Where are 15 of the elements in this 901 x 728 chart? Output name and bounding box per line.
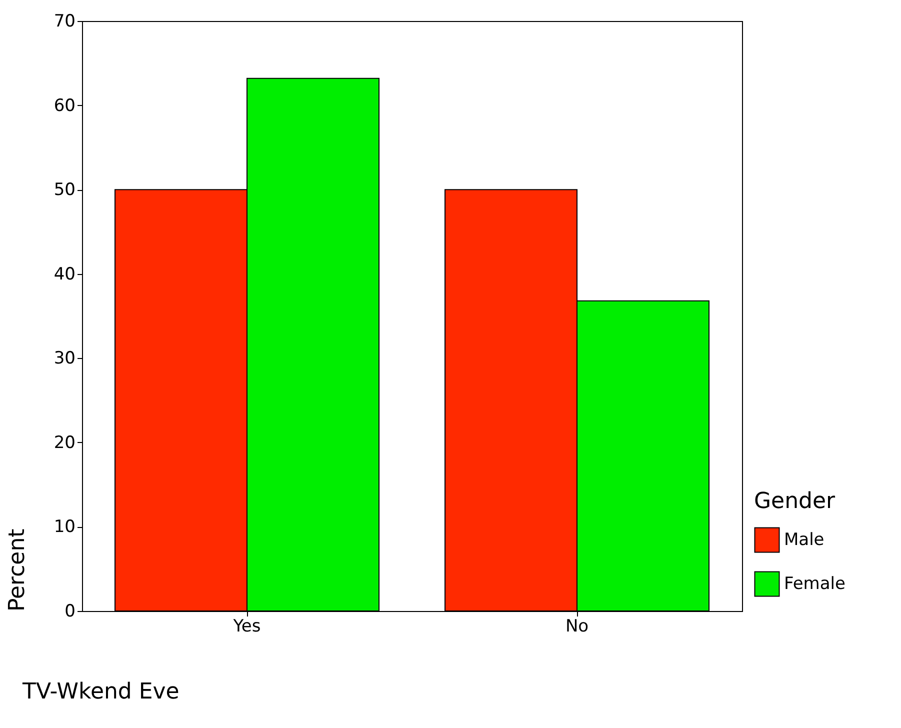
x-tick-label: Yes [232, 616, 261, 636]
y-tick-label: 50 [54, 180, 76, 200]
y-tick-label: 40 [54, 264, 76, 284]
x-tick-label: No [565, 616, 589, 636]
y-tick-label: 30 [54, 348, 76, 369]
y-axis-title: Percent [4, 528, 30, 612]
y-tick-label: 60 [54, 96, 76, 116]
y-tick-label: 0 [64, 602, 76, 622]
legend-label: Female [784, 574, 846, 594]
y-tick-label: 10 [54, 517, 76, 538]
y-tick-label: 20 [54, 432, 76, 453]
y-tick-label: 70 [54, 12, 76, 32]
x-axis-title: TV-Wkend Eve [22, 680, 180, 704]
legend-label: Male [784, 530, 824, 550]
legend-title: Gender [754, 489, 836, 514]
